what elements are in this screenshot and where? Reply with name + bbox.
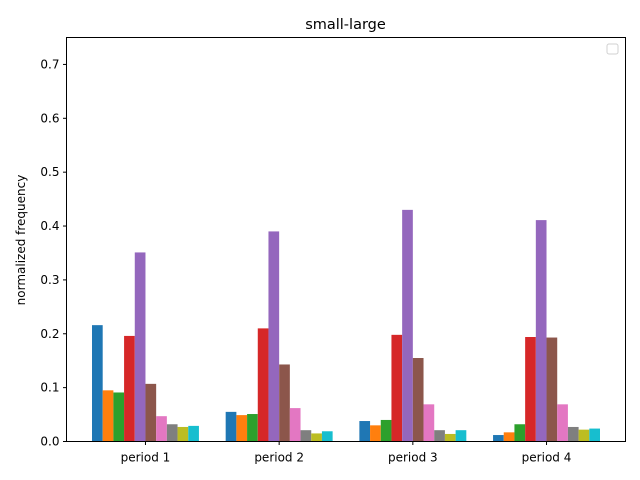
- x-tick-label: period 3: [388, 451, 438, 465]
- bar-series-7-period-2: [289, 408, 301, 442]
- bar-series-1-period-4: [493, 435, 504, 442]
- y-axis-ticks: 0.0 0.1 0.2 0.3 0.4 0.5 0.6 0.7: [40, 57, 67, 449]
- x-axis-ticks: period 1 period 2 period 3 period 4: [121, 441, 572, 465]
- bar-series-2-period-3: [370, 425, 381, 442]
- y-tick-label: 0.2: [40, 327, 59, 341]
- y-tick-label: 0.6: [40, 111, 59, 125]
- bar-series-2-period-2: [236, 415, 248, 442]
- bar-series-1-period-2: [225, 411, 237, 442]
- bar-series-9-period-1: [177, 426, 189, 442]
- bar-series-2-period-4: [503, 432, 515, 442]
- y-axis-label: normalized frequency: [14, 175, 28, 306]
- bar-series-3-period-4: [514, 424, 526, 442]
- chart-title: small-large: [305, 17, 386, 33]
- bar-series-1-period-3: [359, 421, 371, 442]
- bar-series-10-period-1: [188, 425, 199, 442]
- x-tick-label: period 4: [522, 451, 572, 465]
- plot-frame: [66, 37, 626, 442]
- bar-series-4-period-4: [525, 337, 536, 442]
- y-tick-label: 0.0: [40, 435, 59, 449]
- bar-series-6-period-4: [546, 337, 558, 442]
- bar-series-6-period-1: [145, 383, 157, 442]
- bar-series-8-period-2: [300, 430, 312, 442]
- bars-group: [92, 209, 600, 442]
- bar-series-9-period-2: [311, 433, 322, 442]
- y-tick-label: 0.7: [40, 57, 59, 71]
- x-tick-label: period 1: [121, 451, 171, 465]
- bar-series-6-period-3: [412, 358, 424, 442]
- bar-series-7-period-3: [423, 404, 435, 442]
- y-tick-label: 0.4: [40, 219, 59, 233]
- bar-series-4-period-2: [257, 328, 269, 442]
- bar-series-9-period-3: [444, 433, 456, 442]
- bar-series-8-period-3: [434, 430, 445, 442]
- x-tick-label: period 2: [254, 451, 304, 465]
- bar-series-1-period-1: [92, 325, 103, 442]
- bar-series-7-period-1: [156, 416, 167, 442]
- y-tick-label: 0.3: [40, 273, 59, 287]
- bar-series-7-period-4: [557, 404, 568, 442]
- bar-series-10-period-3: [455, 430, 467, 442]
- bar-series-9-period-4: [578, 429, 590, 442]
- y-tick-label: 0.5: [40, 165, 59, 179]
- bar-series-10-period-4: [589, 428, 600, 442]
- bar-series-5-period-3: [402, 209, 413, 442]
- bar-series-4-period-1: [124, 335, 135, 442]
- bar-series-5-period-2: [268, 231, 280, 442]
- bar-series-6-period-2: [279, 364, 290, 442]
- bar-series-4-period-3: [391, 334, 403, 442]
- bar-series-10-period-2: [321, 431, 333, 442]
- bar-series-5-period-4: [535, 220, 547, 442]
- bar-series-3-period-2: [247, 414, 258, 442]
- legend-box: [606, 43, 619, 55]
- bar-series-3-period-1: [113, 392, 125, 442]
- bar-series-2-period-1: [102, 390, 114, 442]
- bar-series-8-period-1: [166, 424, 178, 442]
- bar-series-5-period-1: [134, 252, 146, 442]
- bar-series-3-period-3: [380, 419, 392, 442]
- y-tick-label: 0.1: [40, 381, 59, 395]
- bar-series-8-period-4: [567, 426, 579, 442]
